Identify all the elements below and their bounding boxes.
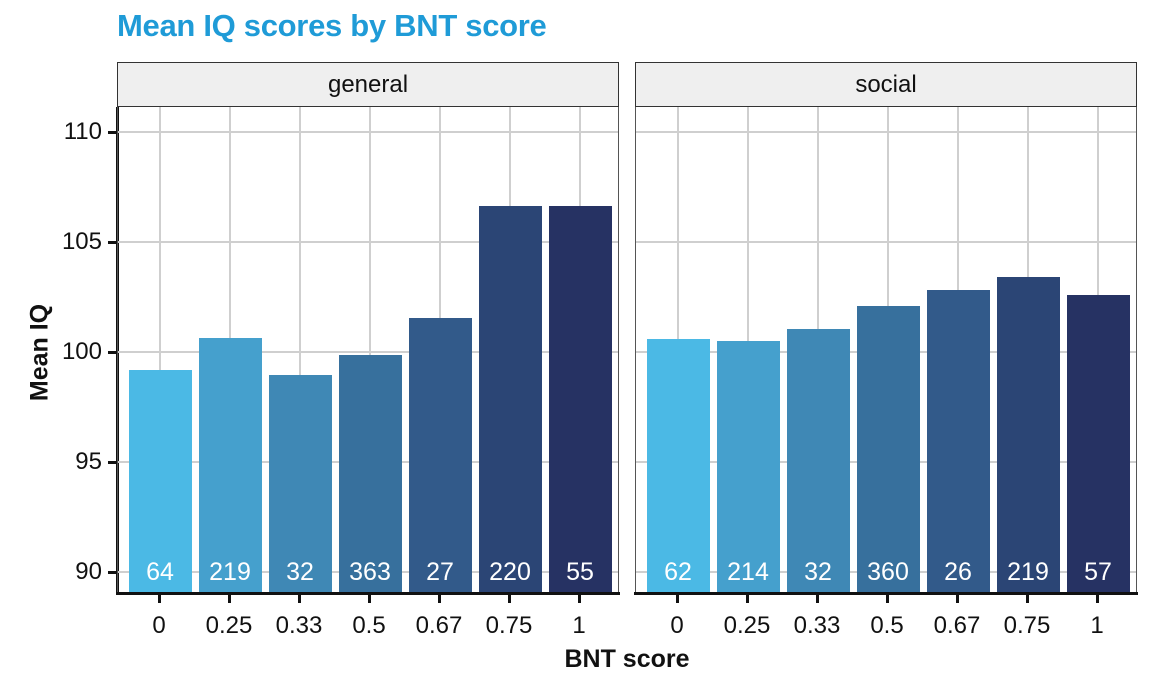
x-tick-label: 0.5 (870, 612, 904, 639)
bar-general-0: 64 (128, 369, 192, 592)
bar-count-label: 219 (209, 558, 251, 586)
y-tick-mark (108, 571, 118, 574)
x-axis-line-social (634, 592, 1138, 595)
gridline-vertical (369, 107, 371, 592)
bar-count-label: 32 (804, 558, 832, 586)
bar-count-label: 64 (146, 558, 174, 586)
y-tick-label: 105 (61, 228, 102, 255)
x-tick-label: 0.33 (275, 612, 323, 639)
y-tick-mark (108, 461, 118, 464)
gridline-vertical (299, 107, 301, 592)
bar-count-label: 27 (426, 558, 454, 586)
bar-social-0.5: 360 (856, 305, 920, 592)
x-tick-mark (886, 594, 889, 603)
x-tick-label: 0.67 (933, 612, 981, 639)
gridline-horizontal (118, 241, 618, 243)
x-tick-label: 0.25 (205, 612, 253, 639)
bar-count-label: 363 (349, 558, 391, 586)
gridline-horizontal (636, 241, 1136, 243)
x-tick-mark (438, 594, 441, 603)
gridline-horizontal (636, 131, 1136, 133)
plot-area-general: 64 219 32 363 27 220 55 (117, 107, 619, 592)
bar-general-0.5: 363 (338, 355, 402, 592)
x-tick-mark (228, 594, 231, 603)
facet-panel-social: social 62 214 32 360 26 219 57 (635, 62, 1137, 592)
x-tick-mark (578, 594, 581, 603)
x-tick-label: 0 (670, 612, 684, 639)
bar-count-label: 62 (664, 558, 692, 586)
bar-social-0.75: 219 (996, 277, 1060, 592)
y-tick-label: 100 (61, 338, 102, 365)
x-tick-label: 0.75 (1003, 612, 1051, 639)
y-tick-mark (108, 131, 118, 134)
bar-social-1: 57 (1066, 294, 1130, 592)
bar-count-label: 220 (489, 558, 531, 586)
x-axis-line-general (116, 592, 620, 595)
bar-count-label: 214 (727, 558, 769, 586)
bar-social-0.33: 32 (786, 328, 850, 592)
facet-strip-general: general (117, 62, 619, 107)
bar-count-label: 219 (1007, 558, 1049, 586)
x-tick-mark (676, 594, 679, 603)
x-tick-label: 0.75 (485, 612, 533, 639)
bar-social-0.67: 26 (926, 290, 990, 592)
x-tick-mark (298, 594, 301, 603)
gridline-horizontal (118, 351, 618, 353)
x-tick-mark (508, 594, 511, 603)
chart-title: Mean IQ scores by BNT score (117, 8, 547, 43)
bar-social-0: 62 (646, 338, 710, 592)
x-tick-mark (956, 594, 959, 603)
bar-count-label: 26 (944, 558, 972, 586)
bar-count-label: 57 (1084, 558, 1112, 586)
bar-general-0.33: 32 (268, 375, 332, 592)
x-tick-mark (158, 594, 161, 603)
bar-general-1: 55 (548, 205, 612, 592)
y-tick-mark (108, 241, 118, 244)
bar-general-0.25: 219 (198, 337, 262, 592)
x-tick-label: 1 (1090, 612, 1104, 639)
x-tick-label: 0.67 (415, 612, 463, 639)
x-tick-mark (368, 594, 371, 603)
x-tick-label: 0.5 (352, 612, 386, 639)
x-axis-title: BNT score (564, 645, 690, 673)
x-tick-label: 0.25 (723, 612, 771, 639)
x-tick-mark (1026, 594, 1029, 603)
gridline-horizontal (118, 131, 618, 133)
facet-panel-general: general 64 219 32 363 27 220 55 (117, 62, 619, 592)
x-tick-label: 0 (152, 612, 166, 639)
y-tick-label: 90 (75, 558, 102, 585)
x-tick-mark (1096, 594, 1099, 603)
bar-count-label: 360 (867, 558, 909, 586)
gridline-vertical (159, 107, 161, 592)
x-tick-mark (746, 594, 749, 603)
x-tick-label: 0.33 (793, 612, 841, 639)
bar-count-label: 32 (286, 558, 314, 586)
y-tick-label: 95 (75, 448, 102, 475)
plot-area-social: 62 214 32 360 26 219 57 (635, 107, 1137, 592)
y-tick-label: 110 (63, 118, 102, 145)
bar-social-0.25: 214 (716, 341, 780, 592)
bar-general-0.67: 27 (408, 317, 472, 592)
x-tick-label: 1 (572, 612, 586, 639)
y-tick-mark (108, 351, 118, 354)
facet-strip-social: social (635, 62, 1137, 107)
bar-count-label: 55 (566, 558, 594, 586)
x-tick-mark (816, 594, 819, 603)
bar-general-0.75: 220 (478, 205, 542, 592)
